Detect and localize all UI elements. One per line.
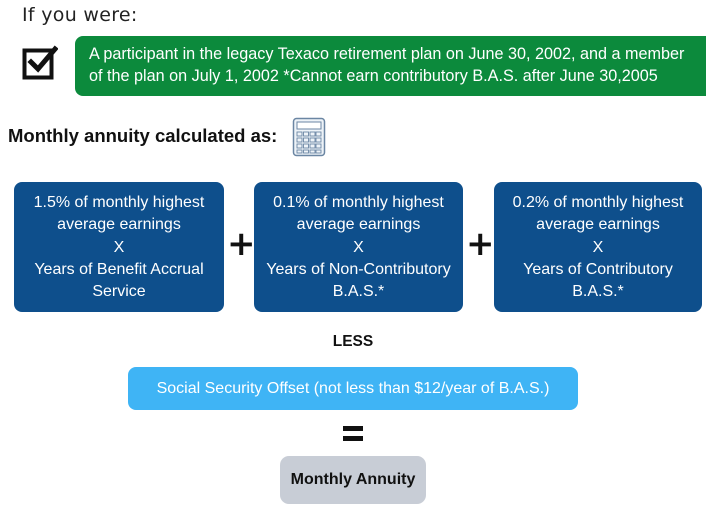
box-1-line-4: Years of Benefit Accrual	[34, 260, 204, 278]
banner-line-1: A participant in the legacy Texaco retir…	[89, 45, 685, 63]
box-2-line-1: 0.1% of monthly highest	[273, 194, 444, 211]
box-3-line-4: Years of Contributory	[523, 260, 673, 278]
formula-box-benefit-accrual: 1.5% of monthly highest average earnings…	[14, 182, 224, 312]
formula-box-non-contributory: 0.1% of monthly highest average earnings…	[254, 182, 463, 312]
formula-box-contributory: 0.2% of monthly highest average earnings…	[494, 182, 702, 312]
box-1-line-5: Service	[92, 283, 146, 301]
calculator-icon	[292, 117, 326, 157]
plus-sign-1: +	[227, 224, 256, 264]
equals-sign	[343, 426, 363, 442]
box-1-line-2: average earnings	[57, 216, 181, 234]
plus-sign-2: +	[466, 224, 495, 264]
monthly-annuity-result: Monthly Annuity	[280, 456, 426, 504]
box-3-line-5: B.A.S.*	[572, 283, 624, 301]
box-3-line-3: X	[592, 238, 604, 256]
banner-line-2: of the plan on July 1, 2002 *Cannot earn…	[89, 67, 658, 85]
box-2-line-4: Years of Non-Contributory	[266, 260, 451, 278]
social-security-offset-box: Social Security Offset (not less than $1…	[128, 367, 578, 410]
box-2-line-2: average earnings	[296, 216, 421, 234]
formula-heading: Monthly annuity calculated as:	[8, 125, 278, 146]
checkbox-checked-icon	[22, 45, 58, 80]
box-1-line-1: 1.5% of monthly highest	[33, 194, 205, 211]
box-2-line-5: B.A.S.*	[332, 283, 385, 301]
less-label: LESS	[332, 333, 374, 350]
intro-text: If you were:	[22, 4, 138, 26]
box-3-line-2: average earnings	[536, 216, 660, 234]
box-2-line-3: X	[353, 238, 364, 256]
box-1-line-3: X	[113, 238, 125, 256]
eligibility-banner: A participant in the legacy Texaco retir…	[75, 36, 706, 96]
box-3-line-1: 0.2% of monthly highest	[512, 194, 684, 211]
